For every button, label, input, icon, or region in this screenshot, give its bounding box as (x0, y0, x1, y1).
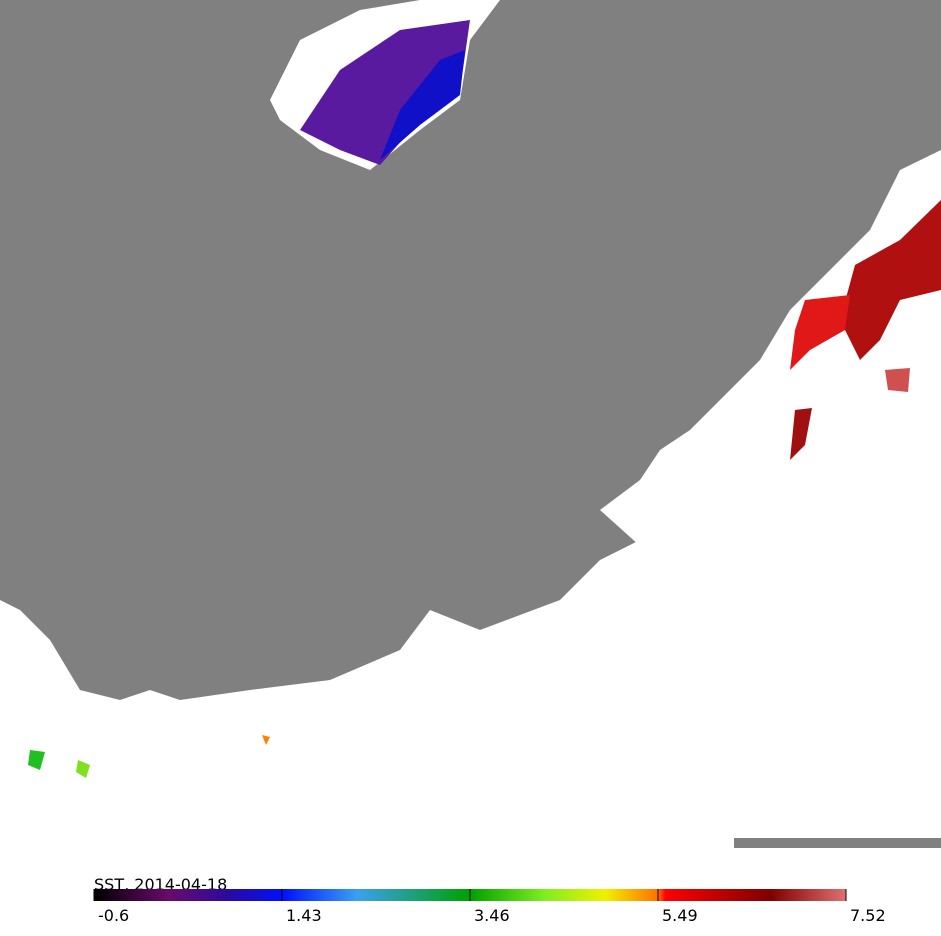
sst-patch (790, 295, 850, 370)
sst-patch (262, 735, 270, 745)
scale-bar (734, 838, 941, 848)
land (0, 0, 941, 700)
sst-patch (28, 750, 45, 770)
lake-sst-blue (380, 50, 465, 160)
colorbar-tick-label: -0.6 (98, 906, 129, 925)
colorbar-tick-label: 7.52 (850, 906, 886, 925)
sst-patch (885, 368, 910, 392)
colorbar-tick-label: 5.49 (662, 906, 698, 925)
sst-patch (840, 200, 941, 360)
colorbar-tick-label: 1.43 (286, 906, 322, 925)
sst-patch (790, 408, 812, 460)
lake-sst (300, 20, 470, 165)
sst-patch (76, 760, 90, 778)
colorbar-tick-label: 3.46 (474, 906, 510, 925)
